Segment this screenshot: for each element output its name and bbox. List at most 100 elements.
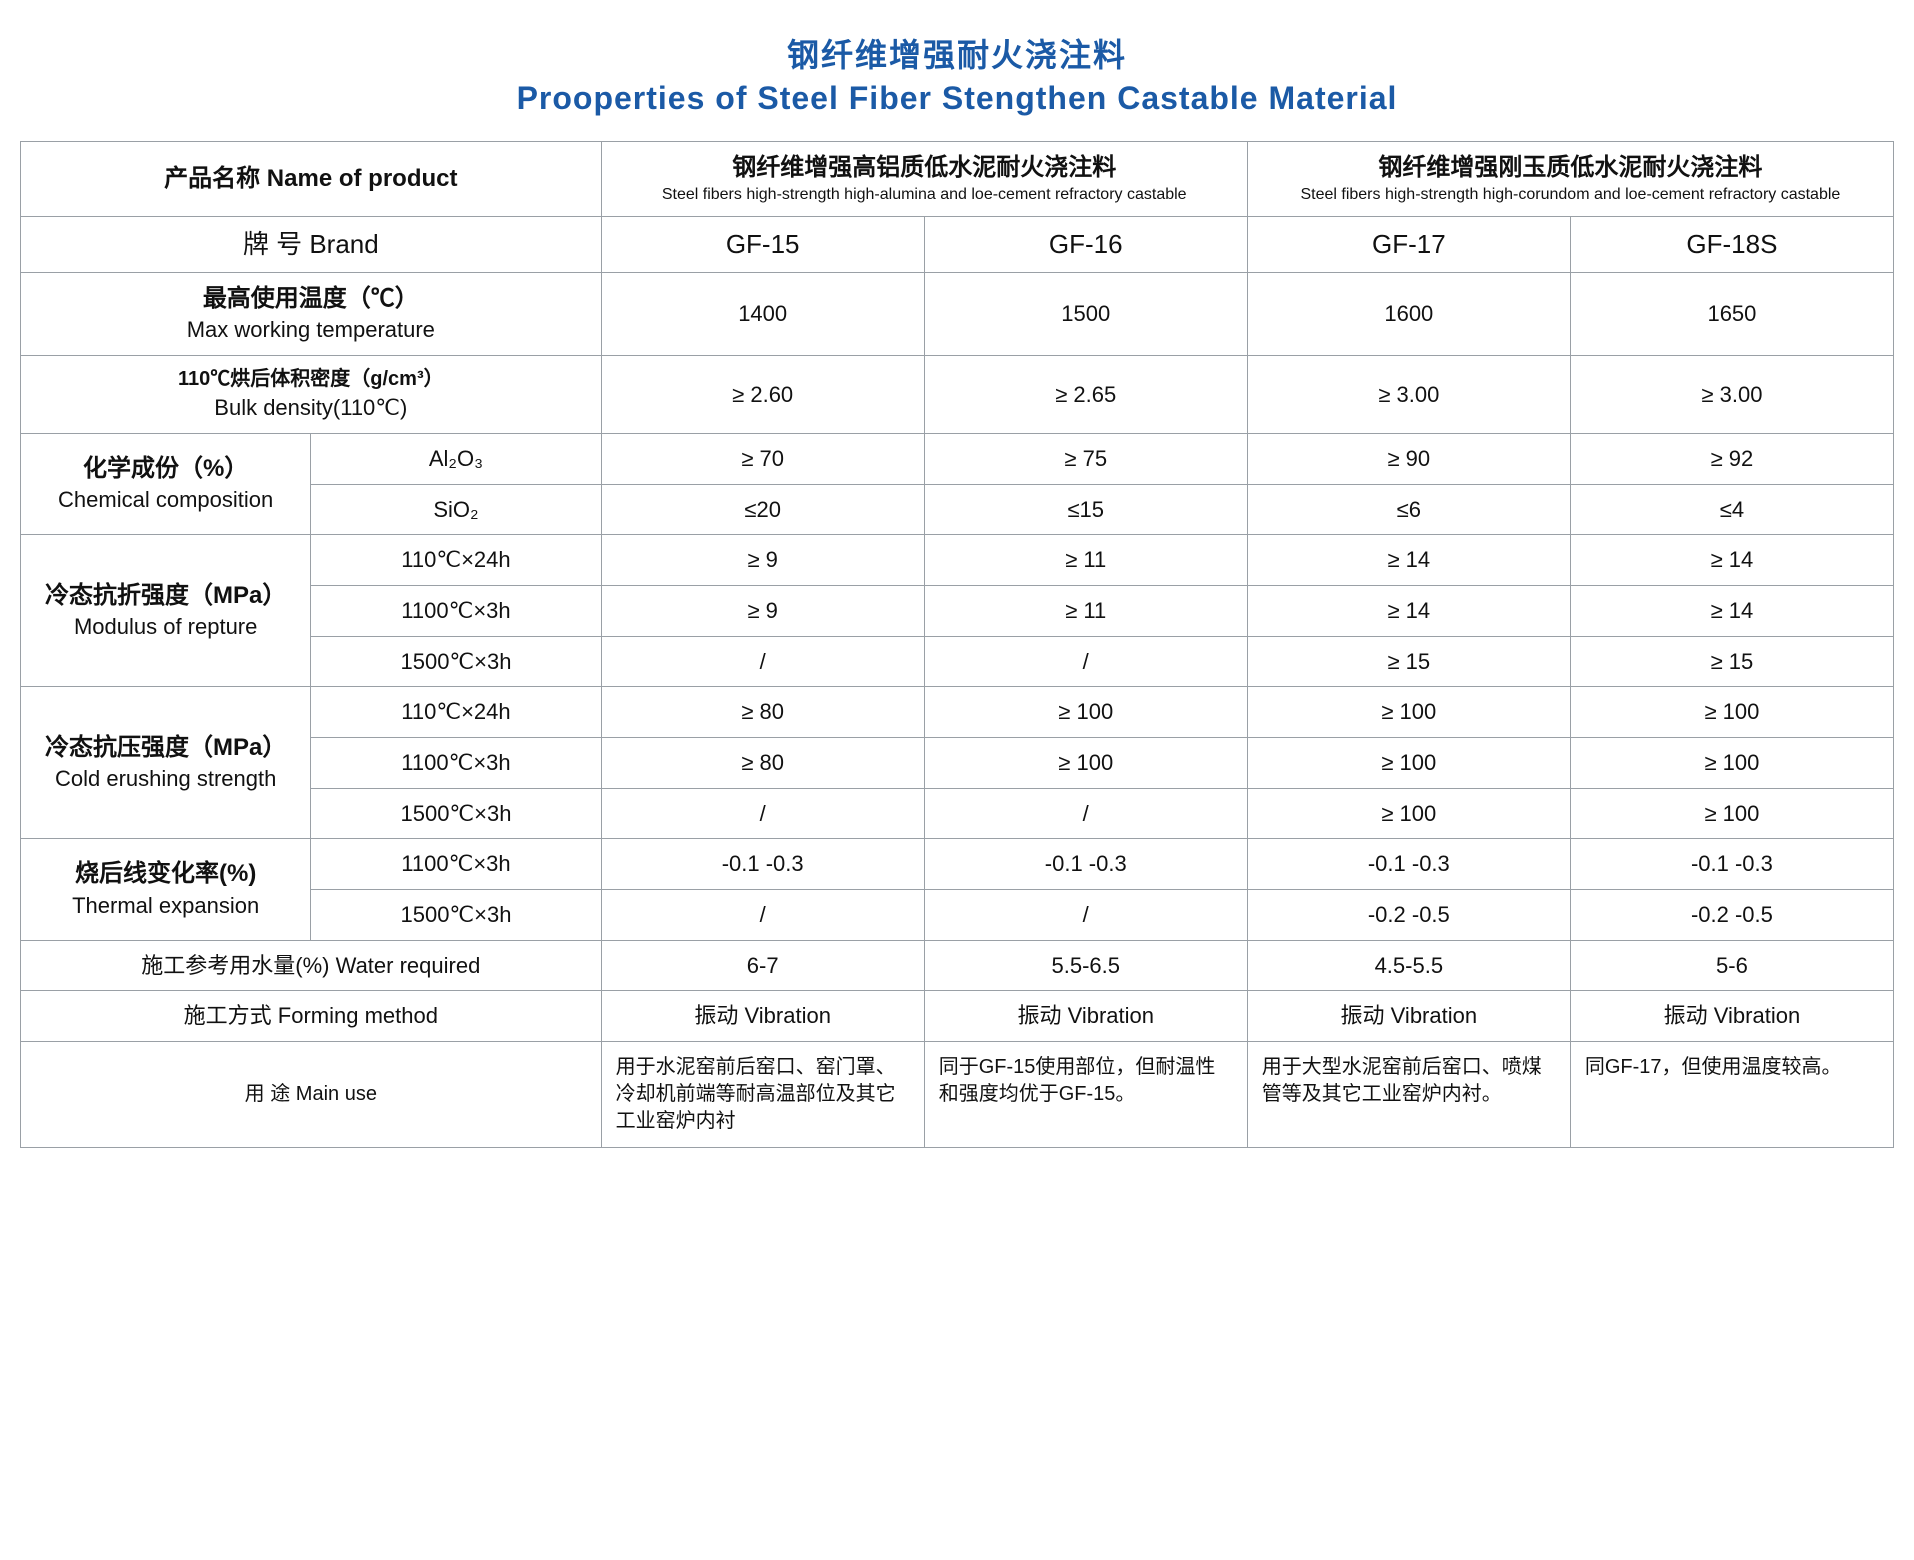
ccs-label: 冷态抗压强度（MPa） Cold erushing strength [21,687,311,839]
brand-row: 牌 号 Brand GF-15 GF-16 GF-17 GF-18S [21,216,1894,272]
cell: 1600 [1247,273,1570,356]
cell: / [601,636,924,687]
mor-label: 冷态抗折强度（MPa） Modulus of repture [21,535,311,687]
te-label: 烧后线变化率(%) Thermal expansion [21,839,311,940]
cell: ≥ 100 [1570,788,1893,839]
row-max-temp: 最高使用温度（℃） Max working temperature 1400 1… [21,273,1894,356]
row-mor-1: 冷态抗折强度（MPa） Modulus of repture 110℃×24h … [21,535,1894,586]
cell: ≥ 100 [1570,737,1893,788]
cell: 1500 [924,273,1247,356]
cell: 振动 Vibration [601,991,924,1042]
cell: ≥ 80 [601,687,924,738]
brand-label: 牌 号 Brand [21,216,602,272]
cell: ≥ 100 [924,737,1247,788]
row-main-use: 用 途 Main use 用于水泥窑前后窑口、窑门罩、冷却机前端等耐高温部位及其… [21,1042,1894,1148]
cell: ≥ 14 [1247,585,1570,636]
cell: ≥ 100 [1247,687,1570,738]
cell: ≥ 100 [924,687,1247,738]
cell: 振动 Vibration [924,991,1247,1042]
use-gf18s: 同GF-17，但使用温度较高。 [1570,1042,1893,1148]
group2-header: 钢纤维增强刚玉质低水泥耐火浇注料 Steel fibers high-stren… [1247,142,1893,217]
cell: / [924,636,1247,687]
cell: ≥ 2.60 [601,356,924,434]
al2o3-label: Al₂O₃ [311,433,601,484]
cell: ≥ 15 [1570,636,1893,687]
cell: 1400 [601,273,924,356]
use-gf15: 用于水泥窑前后窑口、窑门罩、冷却机前端等耐高温部位及其它工业窑炉内衬 [601,1042,924,1148]
ccs-cond-2: 1100℃×3h [311,737,601,788]
properties-table: 产品名称 Name of product 钢纤维增强高铝质低水泥耐火浇注料 St… [20,141,1894,1148]
cell: 4.5-5.5 [1247,940,1570,991]
cell: -0.1 -0.3 [601,839,924,890]
row-ccs-1: 冷态抗压强度（MPa） Cold erushing strength 110℃×… [21,687,1894,738]
max-temp-label: 最高使用温度（℃） Max working temperature [21,273,602,356]
use-label: 用 途 Main use [21,1042,602,1148]
brand-gf18s: GF-18S [1570,216,1893,272]
header-row-product: 产品名称 Name of product 钢纤维增强高铝质低水泥耐火浇注料 St… [21,142,1894,217]
cell: ≥ 14 [1570,535,1893,586]
cell: ≥ 80 [601,737,924,788]
cell: 振动 Vibration [1570,991,1893,1042]
cell: 5.5-6.5 [924,940,1247,991]
mor-cond-3: 1500℃×3h [311,636,601,687]
title-cn: 钢纤维增强耐火浇注料 [20,30,1894,76]
row-water: 施工参考用水量(%) Water required 6-7 5.5-6.5 4.… [21,940,1894,991]
cell: ≥ 90 [1247,433,1570,484]
cell: ≥ 3.00 [1247,356,1570,434]
cell: / [924,788,1247,839]
cell: -0.1 -0.3 [924,839,1247,890]
cell: 振动 Vibration [1247,991,1570,1042]
cell: -0.1 -0.3 [1247,839,1570,890]
cell: ≥ 92 [1570,433,1893,484]
water-label: 施工参考用水量(%) Water required [21,940,602,991]
cell: ≤6 [1247,484,1570,535]
te-cond-2: 1500℃×3h [311,890,601,941]
cell: ≥ 11 [924,535,1247,586]
row-forming: 施工方式 Forming method 振动 Vibration 振动 Vibr… [21,991,1894,1042]
cell: ≥ 3.00 [1570,356,1893,434]
cell: ≥ 100 [1570,687,1893,738]
row-te-1: 烧后线变化率(%) Thermal expansion 1100℃×3h -0.… [21,839,1894,890]
ccs-cond-3: 1500℃×3h [311,788,601,839]
row-al2o3: 化学成份（%） Chemical composition Al₂O₃ ≥ 70 … [21,433,1894,484]
brand-gf17: GF-17 [1247,216,1570,272]
cell: ≥ 11 [924,585,1247,636]
row-bulk-density: 110℃烘后体积密度（g/cm³） Bulk density(110℃) ≥ 2… [21,356,1894,434]
sio2-label: SiO₂ [311,484,601,535]
te-cond-1: 1100℃×3h [311,839,601,890]
cell: -0.2 -0.5 [1247,890,1570,941]
mor-cond-2: 1100℃×3h [311,585,601,636]
cell: ≤15 [924,484,1247,535]
title-en: Prooperties of Steel Fiber Stengthen Cas… [20,80,1894,117]
use-gf17: 用于大型水泥窑前后窑口、喷煤管等及其它工业窑炉内衬。 [1247,1042,1570,1148]
cell: ≥ 14 [1247,535,1570,586]
cell: -0.2 -0.5 [1570,890,1893,941]
cell: ≥ 100 [1247,788,1570,839]
bulk-label: 110℃烘后体积密度（g/cm³） Bulk density(110℃) [21,356,602,434]
form-label: 施工方式 Forming method [21,991,602,1042]
cell: ≥ 14 [1570,585,1893,636]
brand-gf16: GF-16 [924,216,1247,272]
cell: / [924,890,1247,941]
cell: / [601,890,924,941]
brand-gf15: GF-15 [601,216,924,272]
cell: ≥ 70 [601,433,924,484]
cell: ≤4 [1570,484,1893,535]
cell: ≥ 9 [601,585,924,636]
cell: ≥ 100 [1247,737,1570,788]
cell: -0.1 -0.3 [1570,839,1893,890]
cell: ≥ 15 [1247,636,1570,687]
use-gf16: 同于GF-15使用部位，但耐温性和强度均优于GF-15。 [924,1042,1247,1148]
cell: / [601,788,924,839]
ccs-cond-1: 110℃×24h [311,687,601,738]
name-of-product-cell: 产品名称 Name of product [21,142,602,217]
mor-cond-1: 110℃×24h [311,535,601,586]
chem-label: 化学成份（%） Chemical composition [21,433,311,534]
cell: ≥ 2.65 [924,356,1247,434]
cell: ≥ 75 [924,433,1247,484]
cell: 6-7 [601,940,924,991]
cell: ≥ 9 [601,535,924,586]
group1-header: 钢纤维增强高铝质低水泥耐火浇注料 Steel fibers high-stren… [601,142,1247,217]
cell: 1650 [1570,273,1893,356]
cell: ≤20 [601,484,924,535]
